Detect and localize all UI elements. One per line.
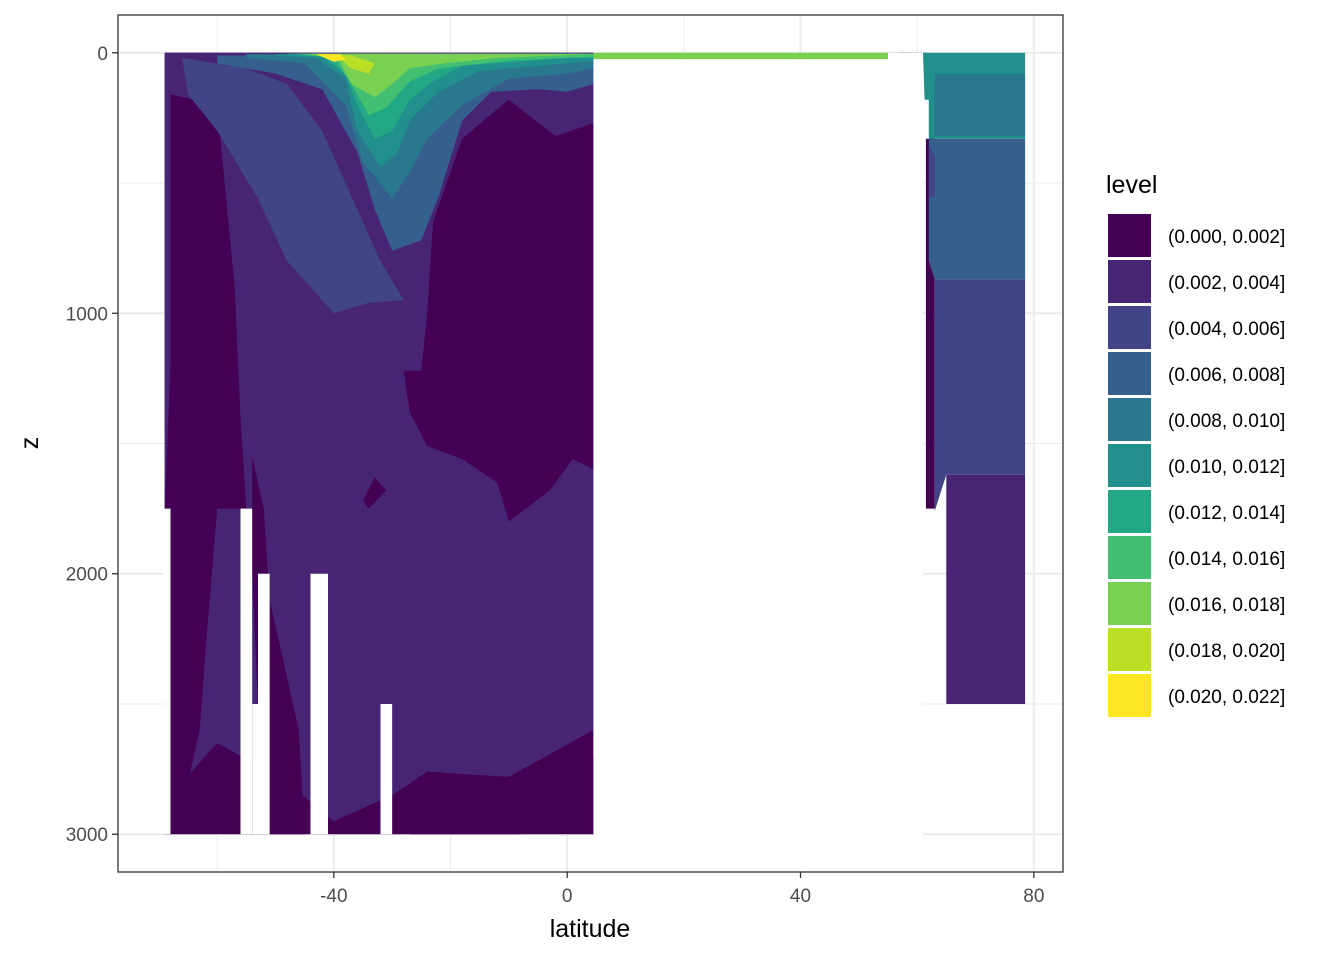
x-tick-label: 0: [562, 886, 573, 907]
contour-region-level-1: [363, 477, 387, 509]
legend-key: [1108, 398, 1151, 441]
legend-label: (0.014, 0.016]: [1168, 549, 1285, 570]
contour-region-level-3: [934, 279, 1026, 512]
contour-regions: [164, 52, 1026, 835]
legend-key: [1108, 536, 1151, 579]
no-data-area: [888, 52, 923, 61]
no-data-area: [240, 508, 253, 835]
contour-region-level-1: [403, 99, 594, 522]
legend-label: (0.012, 0.014]: [1168, 503, 1285, 524]
y-tick-label: 2000: [66, 565, 108, 586]
panel-border: [117, 14, 1064, 873]
contour-region-level-5: [246, 54, 594, 199]
legend-key: [1108, 582, 1151, 625]
legend-label: (0.018, 0.020]: [1168, 641, 1285, 662]
x-tick-label: -40: [320, 886, 347, 907]
no-data-area: [593, 59, 923, 872]
x-axis-title: latitude: [550, 915, 631, 943]
contour-region-level-10: [316, 54, 375, 74]
legend-label: (0.008, 0.010]: [1168, 411, 1285, 432]
legend-key: [1108, 674, 1151, 717]
contour-region-level-9: [593, 52, 888, 60]
contour-region-level-3: [928, 143, 935, 199]
legend-key: [1108, 352, 1151, 395]
legend-label: (0.000, 0.002]: [1168, 227, 1285, 248]
no-data-area: [310, 573, 328, 835]
x-tick-label: 40: [790, 886, 811, 907]
y-tick-label: 1000: [66, 304, 108, 325]
contour-region-level-5: [934, 73, 1026, 137]
legend-key: [1108, 260, 1151, 303]
x-tick-label: 80: [1023, 886, 1044, 907]
contour-region-level-1: [409, 771, 521, 835]
legend-label: (0.020, 0.022]: [1168, 687, 1285, 708]
no-data-area: [380, 703, 393, 835]
legend-title: level: [1106, 171, 1157, 199]
no-data-area: [258, 573, 270, 704]
contour-region-level-4: [928, 138, 1026, 280]
no-data-area: [164, 508, 171, 835]
legend-label: (0.016, 0.018]: [1168, 595, 1285, 616]
legend-entries: (0.000, 0.002] (0.002, 0.004] (0.004, 0.00…: [1108, 214, 1285, 717]
legend-key: [1108, 214, 1151, 257]
legend-key: [1108, 444, 1151, 487]
contour-region-level-9: [310, 53, 594, 98]
x-axis-ticks: -40 0 40 80: [320, 872, 1044, 907]
no-data-area-north: [888, 52, 929, 872]
contour-region-level-2: [946, 474, 1026, 704]
legend-label: (0.006, 0.008]: [1168, 365, 1285, 386]
y-tick-label: 3000: [66, 825, 108, 846]
legend-label: (0.002, 0.004]: [1168, 273, 1285, 294]
legend-key: [1108, 306, 1151, 349]
legend-key: [1108, 490, 1151, 533]
legend: level (0.000, 0.002] (0.002, 0.004] (0.004…: [1106, 171, 1285, 717]
contour-region-level-3: [182, 58, 404, 314]
y-axis-title: z: [16, 437, 44, 450]
contour-region-level-11: [316, 54, 346, 62]
y-tick-label: 0: [97, 44, 108, 65]
legend-label: (0.004, 0.006]: [1168, 319, 1285, 340]
no-data-area: [252, 703, 270, 835]
contour-region-level-1: [164, 94, 247, 835]
y-axis-ticks: 0 1000 2000 3000: [66, 44, 118, 846]
legend-label: (0.010, 0.012]: [1168, 457, 1285, 478]
legend-key: [1108, 628, 1151, 671]
no-data-mask: [164, 52, 929, 872]
contour-region-level-1: [549, 756, 594, 835]
